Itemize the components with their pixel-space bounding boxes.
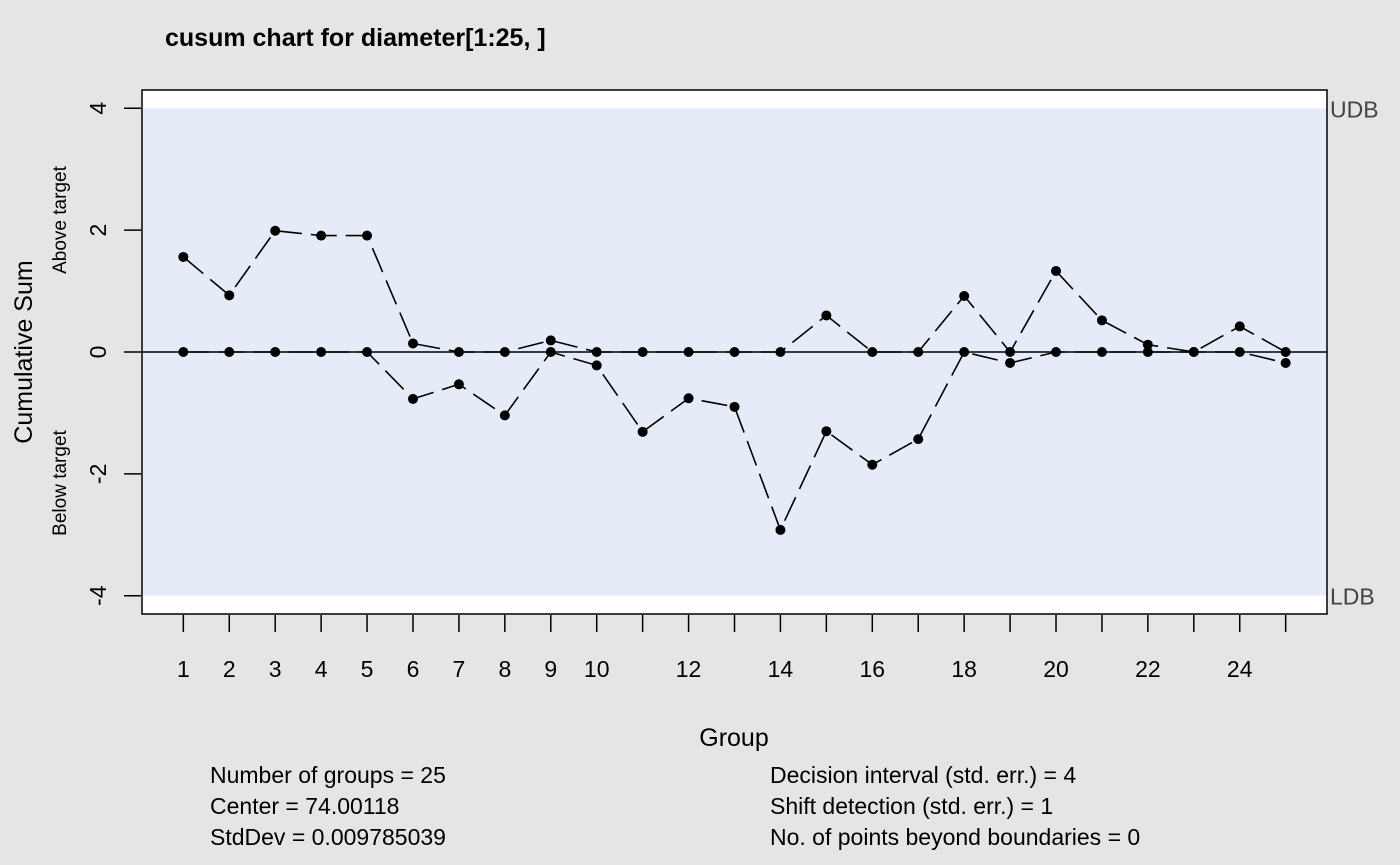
- y-axis-label: Cumulative Sum: [10, 260, 38, 443]
- upper-cusum-point-21: [1096, 315, 1107, 326]
- x-tick-label-1: 1: [177, 656, 190, 682]
- x-tick-label-7: 7: [453, 656, 466, 682]
- x-tick-label-20: 20: [1043, 656, 1069, 682]
- upper-boundary-label: UDB: [1330, 96, 1379, 122]
- y-tick-label--2: -2: [85, 464, 111, 484]
- x-tick-label-22: 22: [1135, 656, 1161, 682]
- lower-cusum-point-23: [1188, 347, 1199, 357]
- upper-cusum-point-4: [316, 230, 327, 241]
- upper-cusum-point-17: [913, 347, 924, 357]
- x-tick-label-10: 10: [584, 656, 610, 682]
- upper-cusum-point-1: [178, 251, 189, 262]
- x-tick-label-24: 24: [1227, 656, 1253, 682]
- lower-cusum-point-6: [407, 393, 418, 404]
- upper-cusum-point-6: [407, 338, 418, 349]
- lower-cusum-point-18: [959, 347, 970, 357]
- upper-cusum-point-24: [1234, 321, 1245, 332]
- upper-cusum-point-15: [821, 310, 832, 321]
- lower-cusum-point-8: [499, 410, 510, 421]
- upper-cusum-point-2: [224, 290, 235, 301]
- stat-center: Center = 74.00118: [210, 793, 400, 819]
- lower-cusum-point-15: [821, 426, 832, 437]
- lower-cusum-point-7: [453, 379, 464, 390]
- x-tick-label-18: 18: [951, 656, 977, 682]
- lower-cusum-point-17: [913, 434, 924, 445]
- chart-title: cusum chart for diameter[1:25, ]: [165, 24, 546, 52]
- lower-cusum-point-24: [1234, 347, 1245, 357]
- upper-cusum-point-5: [362, 230, 373, 241]
- upper-cusum-point-16: [867, 347, 878, 357]
- x-tick-label-2: 2: [223, 656, 236, 682]
- upper-cusum-point-7: [453, 347, 464, 357]
- upper-cusum-point-12: [683, 347, 694, 357]
- x-tick-label-12: 12: [676, 656, 702, 682]
- lower-cusum-point-9: [545, 347, 556, 357]
- y-axis-label-below-target: Below target: [50, 429, 71, 535]
- lower-cusum-point-5: [362, 347, 373, 357]
- x-tick-label-14: 14: [768, 656, 794, 682]
- lower-cusum-point-2: [224, 347, 235, 357]
- upper-cusum-point-14: [775, 347, 786, 357]
- lower-cusum-point-21: [1096, 347, 1107, 357]
- upper-cusum-point-3: [270, 225, 281, 236]
- upper-cusum-point-18: [959, 290, 970, 301]
- lower-cusum-point-3: [270, 347, 281, 357]
- lower-cusum-point-25: [1280, 357, 1291, 368]
- x-tick-label-6: 6: [407, 656, 420, 682]
- y-tick-label-0: 0: [85, 346, 111, 359]
- y-axis-label-above-target: Above target: [50, 165, 71, 273]
- lower-cusum-point-14: [775, 524, 786, 535]
- stat-points-beyond-boundaries: No. of points beyond boundaries = 0: [770, 824, 1141, 850]
- lower-cusum-point-4: [316, 347, 327, 357]
- y-tick-label-4: 4: [85, 102, 111, 115]
- plot-border: [141, 89, 1328, 615]
- x-axis-label: Group: [699, 724, 768, 752]
- lower-cusum-point-16: [867, 459, 878, 470]
- stat-decision-interval: Decision interval (std. err.) = 4: [770, 762, 1077, 788]
- upper-cusum-point-25: [1280, 347, 1291, 357]
- upper-cusum-point-20: [1051, 265, 1062, 276]
- upper-cusum-point-9: [545, 335, 556, 346]
- lower-cusum-point-20: [1051, 347, 1062, 357]
- lower-cusum-point-10: [591, 360, 602, 371]
- lower-cusum-point-12: [683, 393, 694, 404]
- lower-boundary-label: LDB: [1330, 584, 1375, 610]
- upper-cusum-point-11: [637, 347, 648, 357]
- lower-cusum-point-13: [729, 401, 740, 412]
- lower-cusum-point-11: [637, 426, 648, 437]
- upper-cusum-point-10: [591, 347, 602, 357]
- lower-cusum-point-19: [1005, 357, 1016, 368]
- x-tick-label-4: 4: [315, 656, 328, 682]
- upper-cusum-point-13: [729, 347, 740, 357]
- x-tick-label-5: 5: [361, 656, 374, 682]
- stat-number-of-groups: Number of groups = 25: [210, 762, 446, 788]
- stats-right: Decision interval (std. err.) = 4 Shift …: [770, 760, 1140, 853]
- x-tick-label-3: 3: [269, 656, 282, 682]
- upper-cusum-point-19: [1005, 347, 1016, 357]
- y-tick-label--4: -4: [85, 585, 111, 606]
- x-tick-label-8: 8: [498, 656, 511, 682]
- stats-left: Number of groups = 25 Center = 74.00118 …: [210, 760, 446, 853]
- upper-cusum-point-22: [1142, 339, 1153, 350]
- x-tick-label-9: 9: [544, 656, 557, 682]
- stat-shift-detection: Shift detection (std. err.) = 1: [770, 793, 1054, 819]
- lower-cusum-point-1: [178, 347, 189, 357]
- upper-cusum-point-8: [499, 347, 510, 357]
- y-tick-label-2: 2: [85, 224, 111, 237]
- stat-stddev: StdDev = 0.009785039: [210, 824, 446, 850]
- x-tick-label-16: 16: [859, 656, 885, 682]
- lower-cusum-point-22: [1142, 347, 1153, 357]
